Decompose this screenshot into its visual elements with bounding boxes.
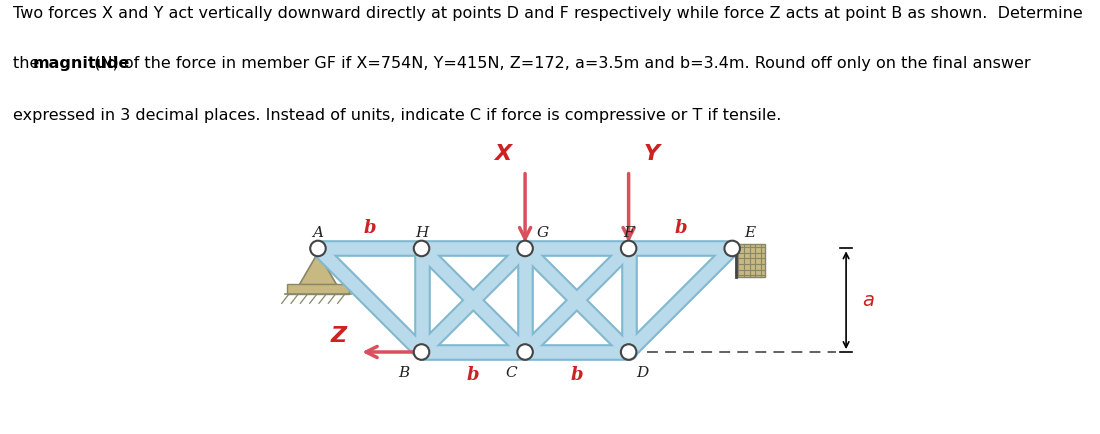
Text: Z: Z [331,326,346,346]
Text: expressed in 3 decimal places. Instead of units, indicate C if force is compress: expressed in 3 decimal places. Instead o… [13,108,781,123]
Text: A: A [312,226,323,240]
Circle shape [517,344,532,360]
Text: the: the [13,56,44,71]
Text: G: G [537,226,549,240]
Text: •••: ••• [1033,43,1065,61]
Text: b: b [468,366,480,384]
Text: $a$: $a$ [861,291,875,310]
Text: Two forces X and Y act vertically downward directly at points D and F respective: Two forces X and Y act vertically downwa… [13,6,1082,20]
Text: E: E [745,226,756,240]
Text: H: H [415,226,428,240]
Text: b: b [363,219,376,237]
Text: Y: Y [644,144,660,164]
Text: B: B [398,366,409,380]
Text: C: C [506,366,517,380]
Text: F: F [624,226,634,240]
Circle shape [517,241,532,256]
Text: D: D [636,366,648,380]
Text: b: b [674,219,686,237]
Circle shape [620,344,637,360]
Circle shape [414,344,429,360]
Text: (N) of the force in member GF if X=754N, Y=415N, Z=172, a=3.5m and b=3.4m. Round: (N) of the force in member GF if X=754N,… [89,56,1031,71]
Polygon shape [299,253,337,285]
Circle shape [728,243,738,253]
Bar [287,284,349,294]
Text: b: b [571,366,583,384]
Bar [736,244,766,277]
Text: X: X [494,144,510,164]
Circle shape [620,241,637,256]
Circle shape [725,241,740,256]
Circle shape [414,241,429,256]
Text: magnitude: magnitude [33,56,130,71]
Circle shape [310,241,326,256]
